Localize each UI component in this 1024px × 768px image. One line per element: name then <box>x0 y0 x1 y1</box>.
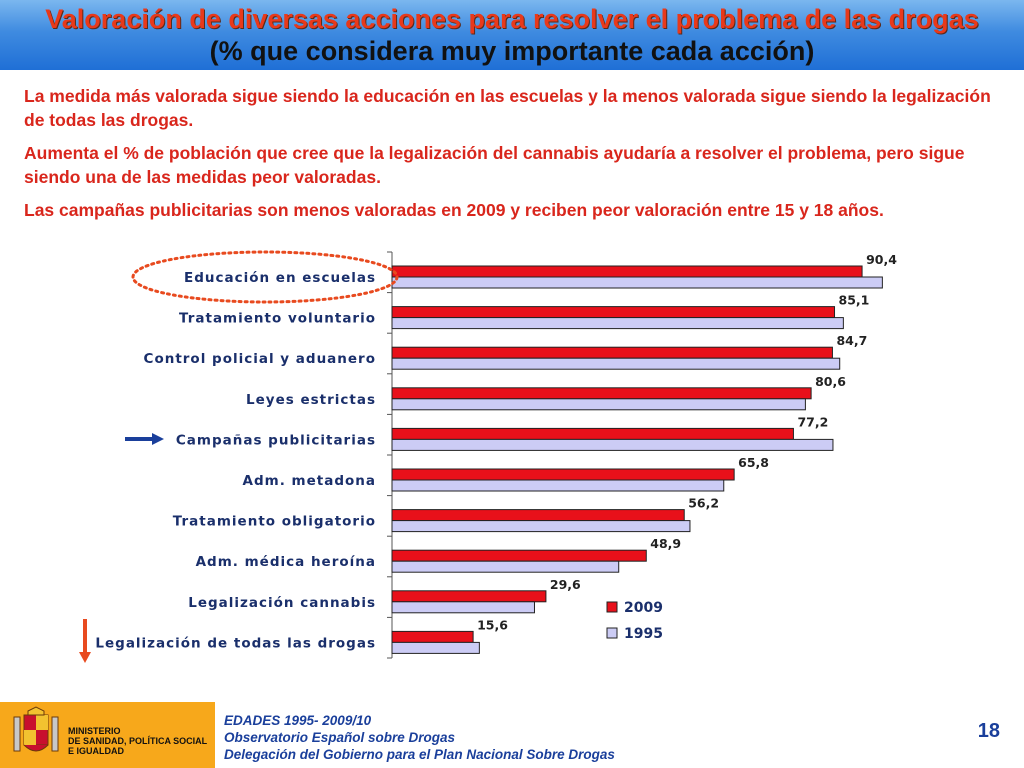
header-banner: Valoración de diversas acciones para res… <box>0 0 1024 70</box>
legend-swatch <box>606 601 618 613</box>
category-label: Educación en escuelas <box>184 270 376 286</box>
page-number: 18 <box>977 720 1000 742</box>
page-title: Valoración de diversas acciones para res… <box>45 4 979 34</box>
bar-2009 <box>391 509 685 522</box>
data-label: 65,8 <box>738 455 769 470</box>
source-line: EDADES 1995- 2009/10 <box>224 713 372 728</box>
data-label: 90,4 <box>866 252 897 267</box>
data-label: 56,2 <box>688 496 719 511</box>
coat-of-arms-icon <box>13 706 59 752</box>
bar-1995 <box>391 479 725 492</box>
bar-1995 <box>391 357 841 370</box>
paragraph-3: Las campañas publicitarias son menos val… <box>24 200 884 220</box>
ministry-line: MINISTERIO <box>68 726 121 736</box>
bar-1995 <box>391 317 844 330</box>
bar-2009 <box>391 346 833 359</box>
bar-2009 <box>391 265 863 278</box>
legend-label: 1995 <box>624 626 663 642</box>
ministry-line: DE SANIDAD, POLÍTICA SOCIAL <box>68 736 208 746</box>
data-label: 84,7 <box>836 333 867 348</box>
paragraph-2: Aumenta el % de población que cree que l… <box>24 143 965 187</box>
data-label: 77,2 <box>797 414 828 429</box>
bar-1995 <box>391 641 480 654</box>
data-label: 15,6 <box>477 617 508 632</box>
category-label: Adm. metadona <box>243 473 376 489</box>
source-credits: EDADES 1995- 2009/10 Observatorio Españo… <box>224 712 615 763</box>
bar-1995 <box>391 560 620 573</box>
data-label: 80,6 <box>815 374 846 389</box>
bar-2009 <box>391 387 812 400</box>
bar-2009 <box>391 590 547 603</box>
data-label: 85,1 <box>839 293 870 308</box>
category-label: Legalización cannabis <box>188 595 376 611</box>
bar-1995 <box>391 520 691 533</box>
arrow-down-head <box>79 652 91 663</box>
category-label: Tratamiento voluntario <box>179 311 376 327</box>
bar-1995 <box>391 398 806 411</box>
data-label: 29,6 <box>550 577 581 592</box>
page-subtitle: (% que considera muy importante cada acc… <box>209 36 815 66</box>
bar-2009 <box>391 306 836 319</box>
ministry-logo-block: MINISTERIO DE SANIDAD, POLÍTICA SOCIAL E… <box>0 702 215 768</box>
bar-1995 <box>391 438 834 451</box>
category-label: Legalización de todas las drogas <box>95 635 376 651</box>
bar-chart: Educación en escuelas 90,4 Tratamiento vol… <box>79 250 897 663</box>
arrow-right-head <box>152 433 164 445</box>
bar-1995 <box>391 276 883 289</box>
category-label: Tratamiento obligatorio <box>173 514 376 530</box>
source-line: Delegación del Gobierno para el Plan Nac… <box>224 747 615 762</box>
paragraph-1: La medida más valorada sigue siendo la e… <box>24 86 991 130</box>
category-label: Control policial y aduanero <box>144 351 376 367</box>
ministry-line: E IGUALDAD <box>68 746 124 756</box>
ministry-name: MINISTERIO DE SANIDAD, POLÍTICA SOCIAL E… <box>68 726 207 756</box>
bar-2009 <box>391 630 474 643</box>
bar-2009 <box>391 468 735 481</box>
data-label: 48,9 <box>650 536 681 551</box>
category-label: Leyes estrictas <box>246 392 376 408</box>
bar-2009 <box>391 549 647 562</box>
highlight-ellipse <box>131 250 399 304</box>
category-label: Campañas publicitarias <box>176 432 376 448</box>
category-label: Adm. médica heroína <box>196 554 376 570</box>
bar-2009 <box>391 427 794 440</box>
source-line: Observatorio Español sobre Drogas <box>224 730 456 745</box>
bar-1995 <box>391 601 535 614</box>
legend-label: 2009 <box>624 600 663 616</box>
legend-swatch <box>606 627 618 639</box>
